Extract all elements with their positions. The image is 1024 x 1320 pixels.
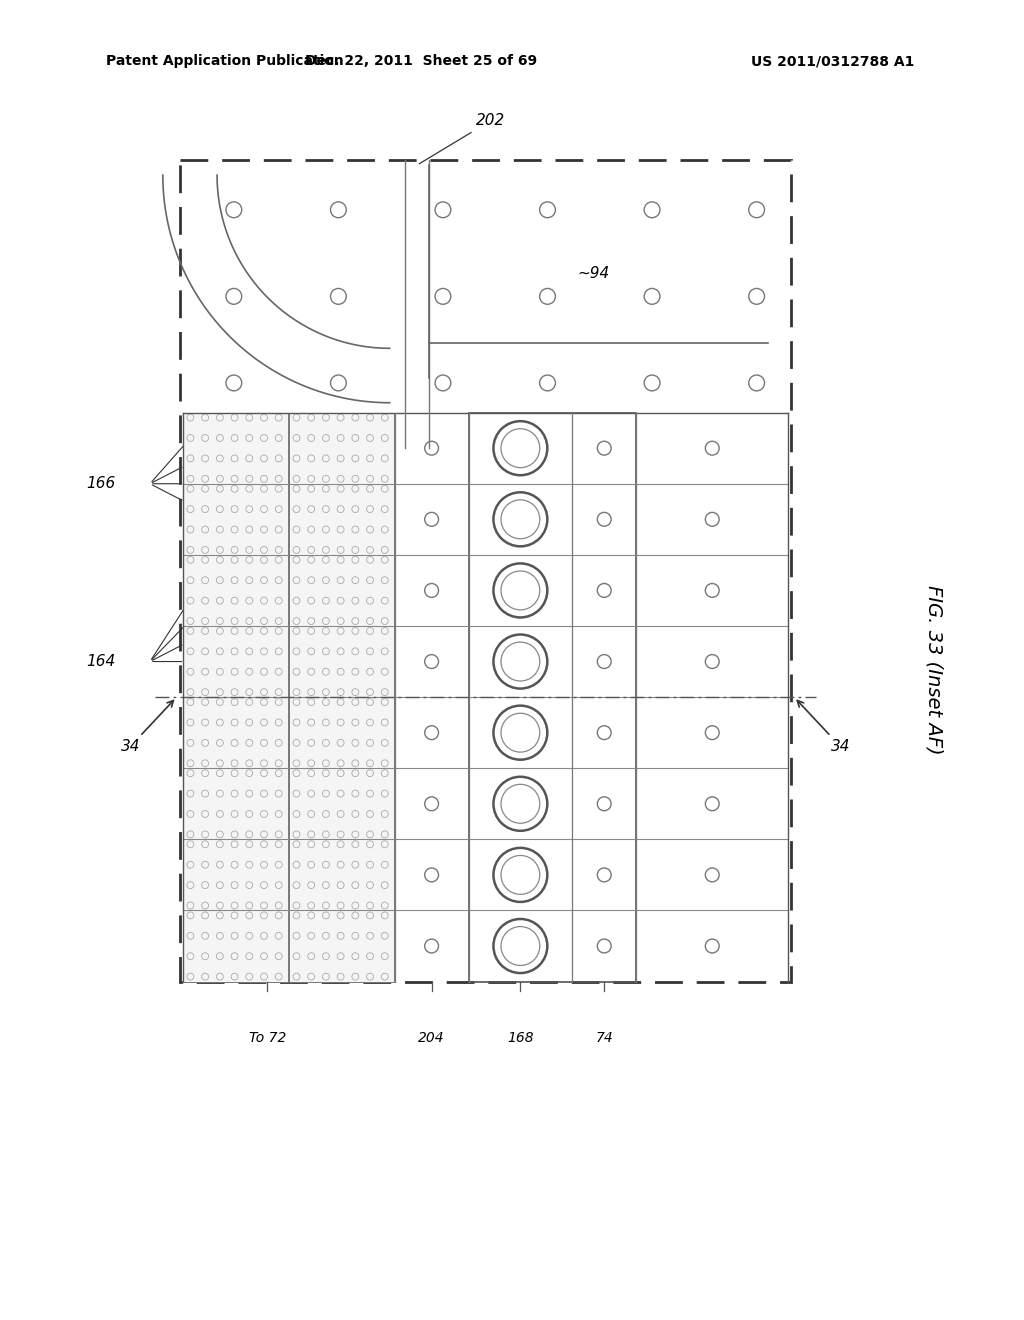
Bar bbox=[182, 697, 288, 768]
Text: Patent Application Publication: Patent Application Publication bbox=[105, 54, 343, 69]
Bar bbox=[289, 697, 393, 768]
Bar bbox=[469, 413, 636, 982]
Text: 164: 164 bbox=[86, 653, 116, 669]
Bar bbox=[289, 911, 393, 982]
Text: Dec. 22, 2011  Sheet 25 of 69: Dec. 22, 2011 Sheet 25 of 69 bbox=[305, 54, 538, 69]
Text: 34: 34 bbox=[798, 701, 850, 754]
Bar bbox=[289, 554, 393, 626]
Bar bbox=[182, 840, 288, 911]
Text: To 72: To 72 bbox=[249, 1031, 286, 1045]
Text: 34: 34 bbox=[121, 701, 173, 754]
Bar bbox=[182, 483, 288, 554]
Text: FIG. 33 (Inset AF): FIG. 33 (Inset AF) bbox=[925, 585, 944, 754]
Bar bbox=[179, 160, 792, 982]
Bar bbox=[289, 483, 393, 554]
Bar bbox=[289, 413, 393, 483]
Bar bbox=[182, 768, 288, 840]
Bar bbox=[289, 840, 393, 911]
Bar bbox=[182, 626, 288, 697]
Text: 166: 166 bbox=[86, 477, 116, 491]
Bar bbox=[182, 413, 288, 483]
Text: 202: 202 bbox=[419, 114, 505, 164]
Bar bbox=[289, 626, 393, 697]
Bar bbox=[182, 554, 288, 626]
Bar bbox=[182, 911, 288, 982]
Text: US 2011/0312788 A1: US 2011/0312788 A1 bbox=[751, 54, 914, 69]
Text: 168: 168 bbox=[507, 1031, 534, 1045]
Text: 204: 204 bbox=[418, 1031, 444, 1045]
Text: 74: 74 bbox=[595, 1031, 613, 1045]
Text: ~94: ~94 bbox=[578, 267, 609, 281]
Bar bbox=[289, 768, 393, 840]
